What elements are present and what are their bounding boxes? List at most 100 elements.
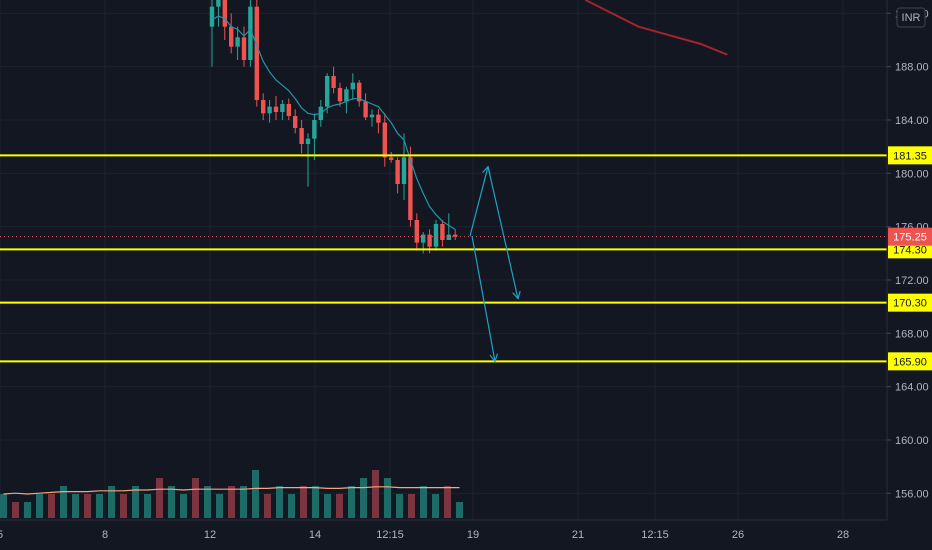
volume-bar [156,478,163,518]
candle-body [280,104,285,112]
arrowhead-breakdown [489,353,499,363]
x-tick-label: 5 [0,529,3,541]
volume-bar [372,470,379,518]
volume-bar [252,470,259,518]
volume-bar [240,486,247,518]
volume-bar [180,494,187,518]
y-tick-label: 188.00 [895,62,929,74]
currency-label: INR [902,12,921,24]
candle-body [421,234,426,243]
x-tick-label: 14 [309,529,321,541]
y-tick-label: 168.00 [895,328,929,340]
level-price-text: 165.90 [893,356,927,368]
y-tick-label: 180.00 [895,168,929,180]
candle-body [369,114,375,118]
candle-body [325,76,330,107]
volume-bar [264,494,271,518]
horizontal-levels[interactable] [0,154,887,363]
candle-body [453,234,458,237]
level-price-text: 170.30 [893,298,927,310]
last-price-label [888,227,932,246]
x-tick-label: 21 [572,529,584,541]
candle-body [433,224,439,247]
x-tick-label: 28 [837,529,849,541]
volume-bar [96,494,103,518]
x-tick-label: 19 [467,529,479,541]
y-tick-label: 184.00 [895,115,929,127]
candle-body [395,160,400,184]
volume-bar [348,486,355,518]
x-tick-label: 12:15 [376,529,404,541]
candle-body [389,157,394,160]
level-price-text: 174.30 [893,244,927,256]
candle-body [312,120,317,139]
volume-bar [216,494,223,518]
volume-bar [228,486,235,518]
candle-body [376,114,381,123]
projection-arrows[interactable] [469,165,521,363]
last-price-text: 175.25 [893,232,927,244]
candle-body [241,37,247,60]
candle-body [216,0,221,7]
candle-body [331,76,336,88]
candle-body [293,116,298,128]
volume-bar [204,486,211,518]
volume-bar [288,494,295,518]
candle-body [229,26,234,47]
level-price-label [888,293,932,312]
volume-bar [312,486,319,518]
moving-averages [211,0,728,230]
volume-bar [420,486,427,518]
breakdown-projection-arrow[interactable] [471,235,496,362]
x-axis-ticks: 5 8 12 14 12:15 19 21 12:15 26 28 [0,529,849,541]
ema-line [211,15,456,230]
volume-bar [60,486,67,518]
slow-ma-line [584,0,728,56]
candle-body [273,106,279,112]
level-price-text: 181.35 [893,150,927,162]
y-tick-label: 164.00 [895,382,929,394]
volume-bar [336,494,343,518]
volume-bar [168,486,175,518]
candle-body [305,138,311,144]
volume-bar [432,494,439,518]
volume-bar [132,486,139,518]
volume-bar [300,486,307,518]
candle-body [222,0,227,27]
currency-badge[interactable]: INR [896,7,926,28]
candle-body [286,104,291,116]
candle-body [267,106,272,114]
candle-body [414,220,419,243]
volume-bar [360,478,367,518]
volume-bar [396,494,403,518]
volume-bar [0,494,7,518]
level-price-label [888,352,932,371]
arrowhead-up [482,165,491,175]
candle-body [427,234,432,247]
candle-body [254,6,259,101]
volume-bar [444,486,451,518]
volume-ma-line [3,486,460,495]
y-tick-label: 160.00 [895,435,929,447]
candle-body [357,82,362,102]
y-tick-label: 172.00 [895,275,929,287]
volume-bar [108,486,115,518]
volume-bar [48,494,55,518]
x-tick-label: 12:15 [641,529,669,541]
level-price-label [888,146,932,165]
volume-bar [24,502,31,518]
candle-body [337,88,343,102]
candle-body [235,37,240,47]
volume-bar [324,494,331,518]
volume-bar [120,494,127,518]
candle-body [209,6,215,27]
volume-bars [0,470,463,518]
volume-bar [192,478,199,518]
volume-bar [144,494,151,518]
candles [209,0,458,254]
candle-body [440,224,445,240]
candle-body [344,89,349,102]
candle-body [363,101,368,118]
